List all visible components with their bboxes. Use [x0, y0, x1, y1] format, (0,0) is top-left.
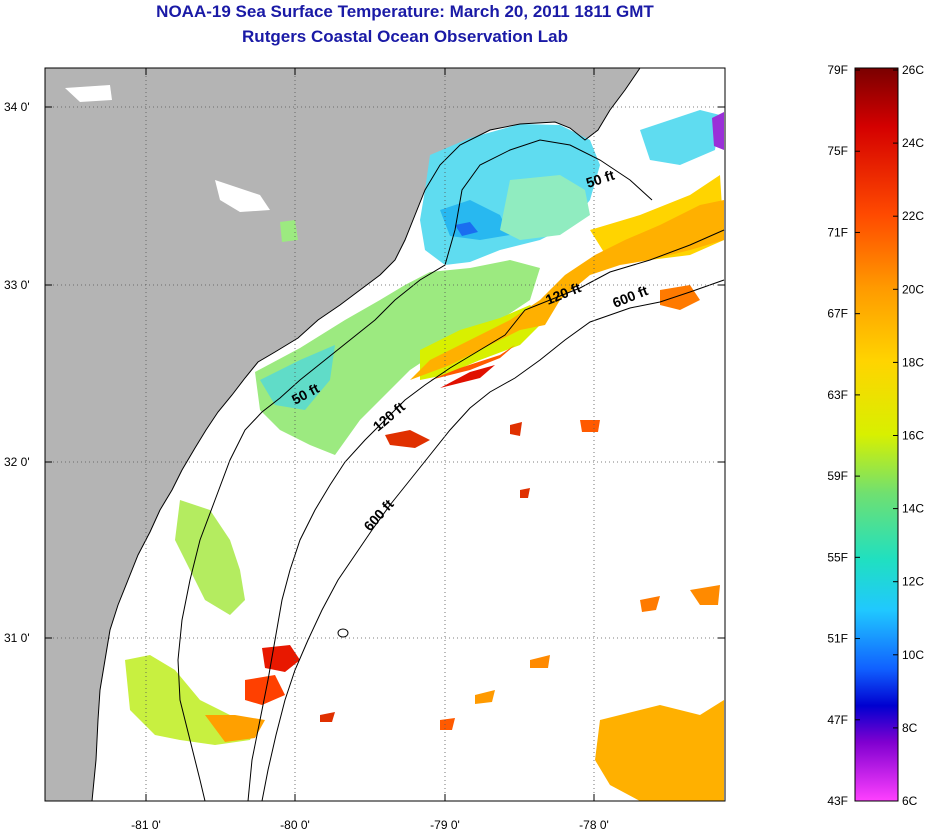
colorbar-c-label: 6C	[902, 794, 918, 808]
colorbar-c-label: 8C	[902, 721, 918, 735]
land-area	[45, 68, 640, 801]
colorbar-c-label: 26C	[902, 63, 924, 77]
coastline	[91, 68, 641, 801]
colorbar-f-label: 51F	[827, 632, 848, 646]
lon-label-80: -80 0'	[280, 818, 310, 832]
colorbar-f-label: 79F	[827, 63, 848, 77]
colorbar-c-label: 22C	[902, 209, 924, 223]
contour-600ft	[261, 279, 725, 801]
map-frame	[44, 67, 726, 802]
lon-label-78: -78 0'	[579, 818, 609, 832]
sst-nearshore-south	[125, 500, 300, 745]
sst-offshore-scattered	[320, 420, 724, 801]
lat-label-32: 32 0'	[4, 455, 30, 469]
colorbar-f-label: 47F	[827, 713, 848, 727]
colorbar-f-label: 67F	[827, 307, 848, 321]
contour-120ft	[247, 229, 725, 801]
colorbar-ticks	[855, 69, 898, 802]
contour-50ft	[177, 139, 653, 801]
colorbar-f-label: 59F	[827, 469, 848, 483]
colorbar-c-label: 24C	[902, 136, 924, 150]
lat-label-33: 33 0'	[4, 278, 30, 292]
colorbar-celsius-labels: 26C 24C 22C 20C 18C 16C 14C 12C 10C 8C 6C	[902, 63, 924, 808]
colorbar-c-label: 20C	[902, 282, 924, 296]
axis-ticks	[45, 68, 725, 801]
graticule	[45, 68, 725, 801]
colorbar-c-label: 18C	[902, 355, 924, 369]
colorbar-fahrenheit-labels: 79F 75F 71F 67F 63F 59F 55F 51F 47F 43F	[827, 63, 848, 808]
map-subtitle: Rutgers Coastal Ocean Observation Lab	[242, 27, 568, 46]
colorbar-f-label: 75F	[827, 144, 848, 158]
lat-label-34: 34 0'	[4, 100, 30, 114]
colorbar-c-label: 12C	[902, 575, 924, 589]
colorbar-c-label: 16C	[902, 429, 924, 443]
colorbar-f-label: 71F	[827, 225, 848, 239]
sst-warm-shelf-edge	[385, 200, 724, 448]
temperature-colorbar	[854, 67, 899, 802]
lat-label-31: 31 0'	[4, 631, 30, 645]
map-title: NOAA-19 Sea Surface Temperature: March 2…	[156, 2, 654, 21]
colorbar-c-label: 10C	[902, 648, 924, 662]
colorbar-c-label: 14C	[902, 502, 924, 516]
sst-cold-shelf	[420, 110, 724, 265]
colorbar-f-label: 63F	[827, 388, 848, 402]
lon-label-79: -79 0'	[430, 818, 460, 832]
colorbar-f-label: 43F	[827, 794, 848, 808]
colorbar-f-label: 55F	[827, 550, 848, 564]
lon-label-81: -81 0'	[131, 818, 161, 832]
